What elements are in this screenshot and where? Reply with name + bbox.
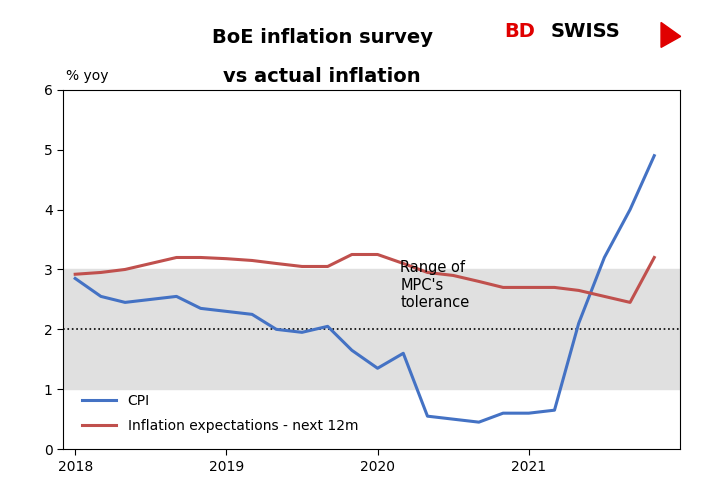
Text: BD: BD [505, 22, 536, 41]
Text: SWISS: SWISS [550, 22, 620, 41]
Text: BoE inflation survey: BoE inflation survey [212, 28, 433, 47]
Text: vs actual inflation: vs actual inflation [224, 67, 421, 86]
Text: Range of
MPC's
tolerance: Range of MPC's tolerance [400, 260, 470, 310]
Bar [63, 269, 680, 389]
Text: +: + [665, 29, 672, 38]
Text: % yoy: % yoy [66, 69, 109, 83]
Legend: CPI, Inflation expectations - next 12m: CPI, Inflation expectations - next 12m [76, 388, 364, 439]
